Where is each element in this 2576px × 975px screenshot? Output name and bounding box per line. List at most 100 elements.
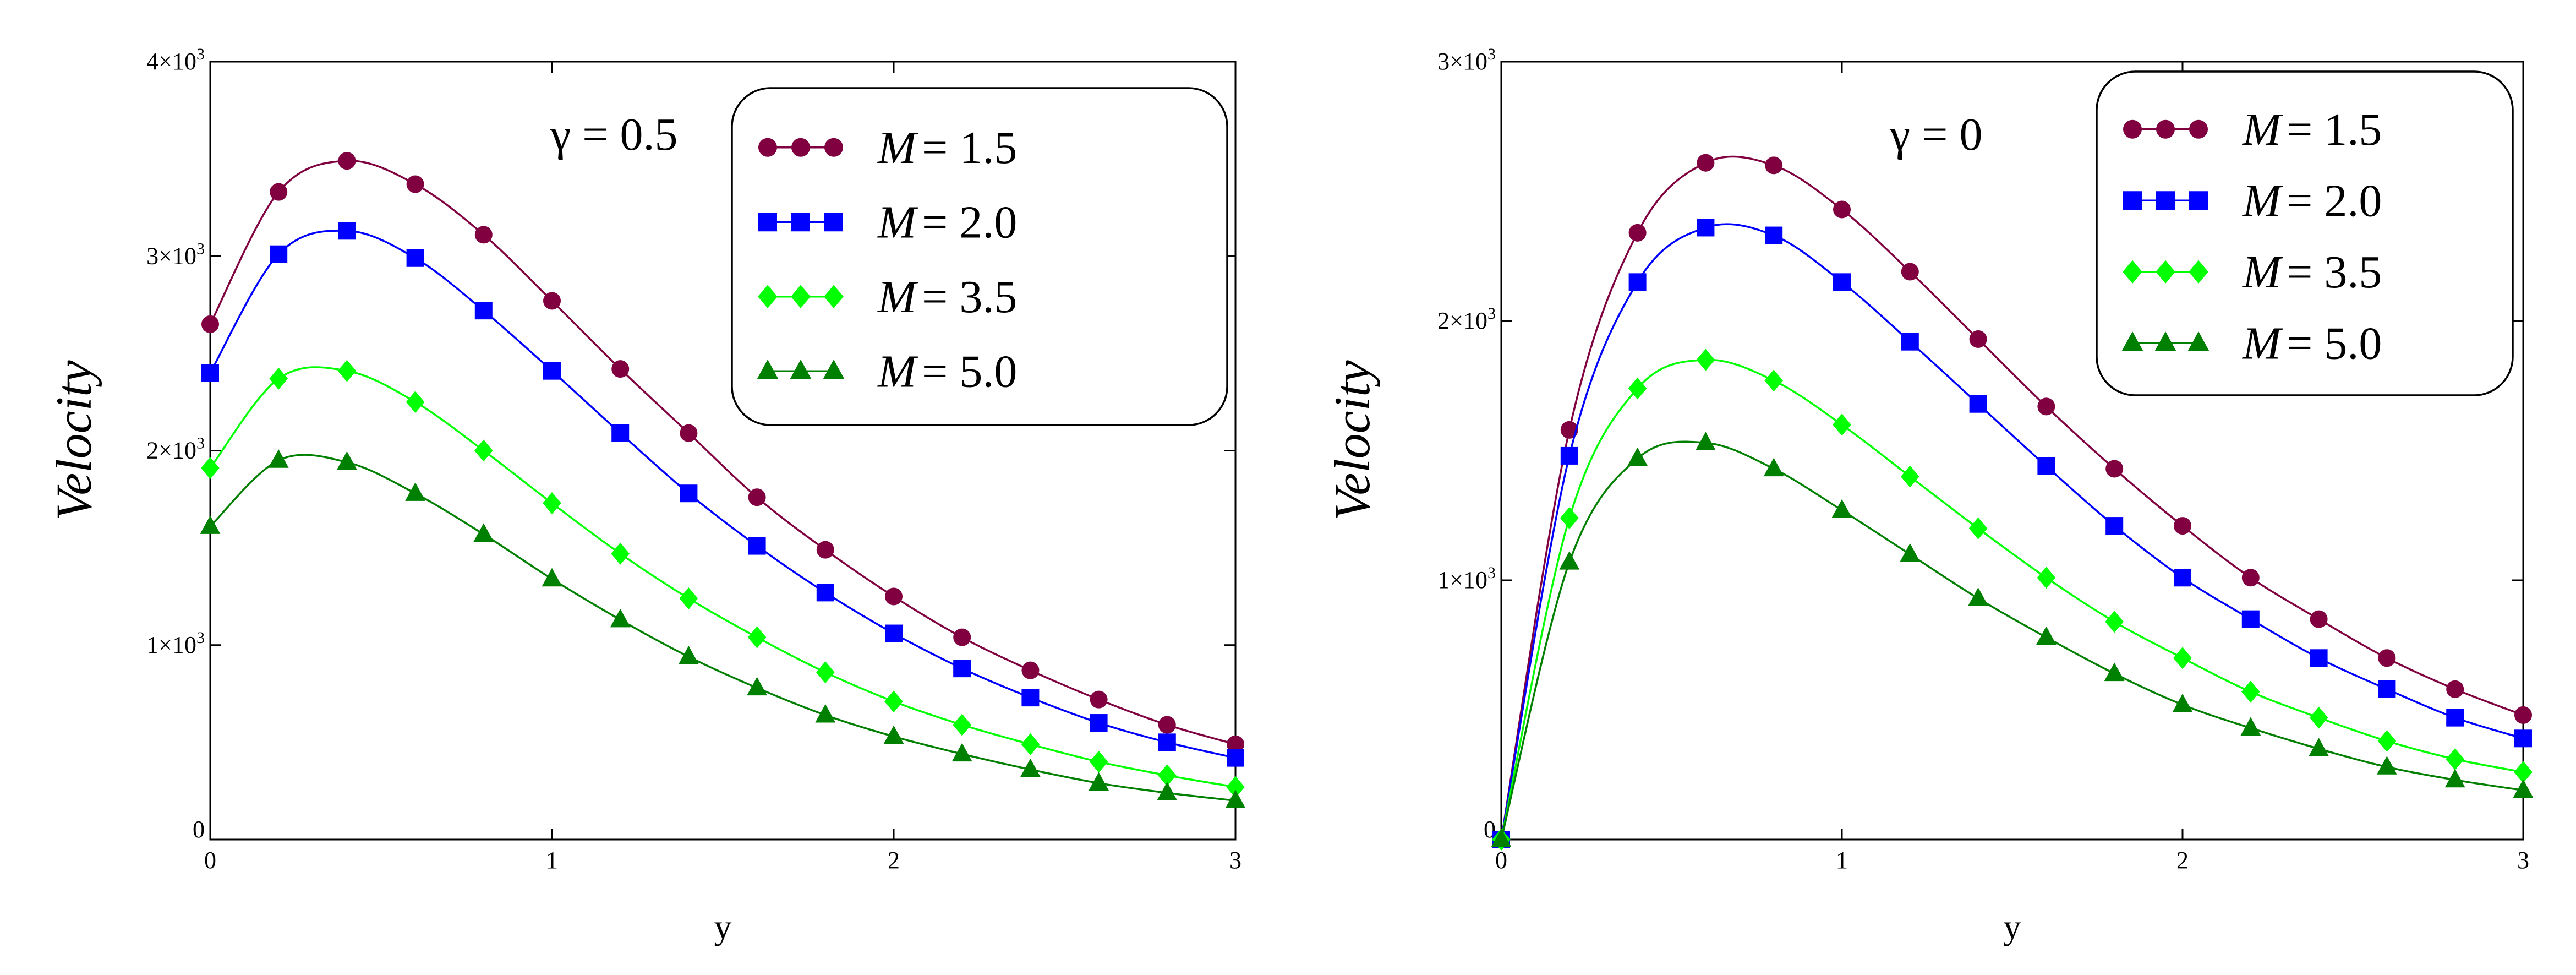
chart-2-legend-entry-1: M = 1.5 bbox=[2242, 104, 2382, 155]
chart-2-y-tick-exponent: 3 bbox=[1487, 45, 1496, 63]
chart-2-series-1-point bbox=[1833, 200, 1851, 219]
chart-2-legend-marker bbox=[2123, 191, 2142, 210]
chart-1-series-1-line bbox=[209, 160, 1236, 745]
chart-1-series-1-point bbox=[543, 292, 561, 310]
chart-2-legend-variable: M bbox=[2242, 175, 2283, 226]
chart-1-series-4-point bbox=[1020, 758, 1041, 777]
chart-1-y-tick-base: 2×10 bbox=[146, 437, 196, 464]
chart-1-series-3-point bbox=[201, 457, 220, 480]
chart-1-x-tick-label: 2 bbox=[888, 847, 900, 874]
chart-1-y-tick-exponent: 3 bbox=[196, 434, 205, 453]
chart-1-series-3-point bbox=[1158, 764, 1177, 787]
chart-1-series-4-point bbox=[1157, 782, 1178, 800]
chart-2-legend-marker bbox=[2187, 331, 2209, 351]
chart-2-y-tick-base: 1×10 bbox=[1437, 567, 1487, 593]
chart-2-series-2-point bbox=[1833, 273, 1851, 291]
chart-2-series-2-point bbox=[2241, 610, 2260, 628]
chart-1-series-2-point bbox=[1021, 689, 1040, 707]
chart-1-y-axis-label: Velocity bbox=[46, 360, 102, 520]
chart-1-legend-marker bbox=[790, 360, 812, 379]
chart-2-series-4-point bbox=[1559, 551, 1580, 570]
chart-1-legend-value: = 5.0 bbox=[922, 346, 1017, 397]
chart-1-series-4-point bbox=[405, 482, 425, 501]
chart-2-y-tick-base: 2×10 bbox=[1437, 307, 1487, 334]
chart-1-series-2-point bbox=[680, 484, 698, 503]
chart-2-y-tick-exponent: 3 bbox=[1487, 564, 1496, 582]
chart-1-series-1-point bbox=[474, 226, 493, 244]
chart-2-legend-marker bbox=[2156, 191, 2175, 210]
chart-1-legend-marker bbox=[791, 285, 811, 308]
chart-1-legend-box bbox=[731, 87, 1228, 426]
chart-2-series-2-point bbox=[2310, 649, 2328, 667]
chart-2-legend-entry-4: M = 5.0 bbox=[2242, 318, 2382, 369]
chart-2-series-2-point bbox=[1560, 446, 1578, 465]
chart-1-series-3-point bbox=[1021, 733, 1040, 755]
chart-1-legend-marker bbox=[824, 213, 843, 232]
chart-2-series-3-point bbox=[2446, 748, 2464, 770]
chart-2-legend-value: = 2.0 bbox=[2287, 175, 2382, 226]
chart-2-x-tick-label: 0 bbox=[1495, 847, 1507, 874]
chart-1-series-1-point bbox=[1158, 716, 1176, 734]
chart-1-series-1-point bbox=[406, 175, 424, 193]
chart-2-series-1-point bbox=[1560, 421, 1578, 439]
chart-1-series-3-point bbox=[953, 713, 971, 736]
chart-2-series-3-point bbox=[2377, 730, 2397, 753]
chart-1-x-tick-label: 3 bbox=[1229, 847, 1241, 874]
chart-2-legend-box bbox=[2096, 70, 2514, 396]
chart-1-series-1-point bbox=[338, 152, 356, 170]
chart-1-series-3-point bbox=[747, 626, 767, 649]
chart-2-series-2 bbox=[1492, 219, 2532, 848]
chart-2-legend-marker bbox=[2189, 191, 2208, 210]
chart-2-series-2-point bbox=[2037, 457, 2055, 475]
chart-2-y-tick-exponent: 3 bbox=[1487, 304, 1496, 323]
chart-2-series-4-point bbox=[2172, 694, 2193, 712]
chart-2-series-2-point bbox=[1628, 273, 1647, 291]
chart-1-legend-marker bbox=[758, 138, 777, 157]
chart-1-series-4-point bbox=[473, 523, 494, 542]
chart-2-x-tick-label: 3 bbox=[2517, 847, 2529, 874]
chart-2-series-1-point bbox=[2514, 706, 2532, 724]
chart-2-legend-marker bbox=[2156, 260, 2175, 284]
chart-1-series-2-point bbox=[953, 660, 971, 678]
chart-2-series-1-point bbox=[1765, 156, 1783, 175]
chart-1-legend-marker bbox=[791, 138, 810, 157]
chart-2-legend-variable: M bbox=[2242, 247, 2283, 298]
chart-2-series-2-point bbox=[2446, 709, 2464, 727]
chart-1-series-4-line bbox=[209, 454, 1236, 802]
chart-1-series-2 bbox=[201, 222, 1244, 767]
chart-2-series-1-point bbox=[2446, 680, 2464, 698]
chart-2-series-4-point bbox=[2036, 626, 2057, 645]
chart-2-series-3-point bbox=[2514, 761, 2533, 783]
chart-2-series-3 bbox=[1492, 348, 2533, 851]
chart-2-series-4 bbox=[1491, 432, 2534, 847]
chart-1-series-1-point bbox=[816, 541, 834, 559]
chart-1-series-1-point bbox=[748, 488, 766, 506]
chart-2-series-2-point bbox=[2514, 729, 2532, 748]
chart-1-legend-marker bbox=[758, 213, 777, 232]
chart-1-y-tick-exponent: 3 bbox=[196, 629, 205, 647]
chart-2-series-3-line bbox=[1500, 358, 2524, 840]
chart-1-y-tick-label: 3×103 bbox=[146, 239, 205, 269]
chart-2-series-1-point bbox=[1628, 224, 1647, 242]
chart-2-series-4-point bbox=[1968, 587, 1988, 606]
chart-2-series-4-line bbox=[1500, 440, 2524, 840]
chart-1-legend-value: = 3.5 bbox=[922, 271, 1017, 323]
chart-2-x-axis-label: y bbox=[2004, 907, 2021, 946]
chart-1-y-tick-label: 2×103 bbox=[146, 434, 205, 464]
chart-2-series-3-point bbox=[1764, 369, 1783, 392]
chart-2-series-4-point bbox=[1763, 457, 1784, 477]
chart-2-series-4-point bbox=[1491, 829, 1512, 847]
chart-1-series-3 bbox=[201, 360, 1245, 798]
chart-1-series-4-point bbox=[679, 645, 699, 664]
chart-1-y-tick-exponent: 3 bbox=[196, 45, 205, 63]
chart-2-series-2-point bbox=[1901, 333, 1919, 351]
chart-1-series-3-point bbox=[474, 439, 493, 462]
chart-2-legend-variable: M bbox=[2242, 104, 2283, 155]
chart-1-series-2-point bbox=[270, 245, 288, 263]
chart-1-legend-marker bbox=[824, 138, 843, 157]
chart-2-series-4-point bbox=[1627, 447, 1648, 466]
chart-2-plot-frame bbox=[1500, 61, 2524, 841]
chart-2-series-3-point bbox=[2241, 680, 2260, 703]
chart-1-series-2-point bbox=[1090, 714, 1108, 732]
